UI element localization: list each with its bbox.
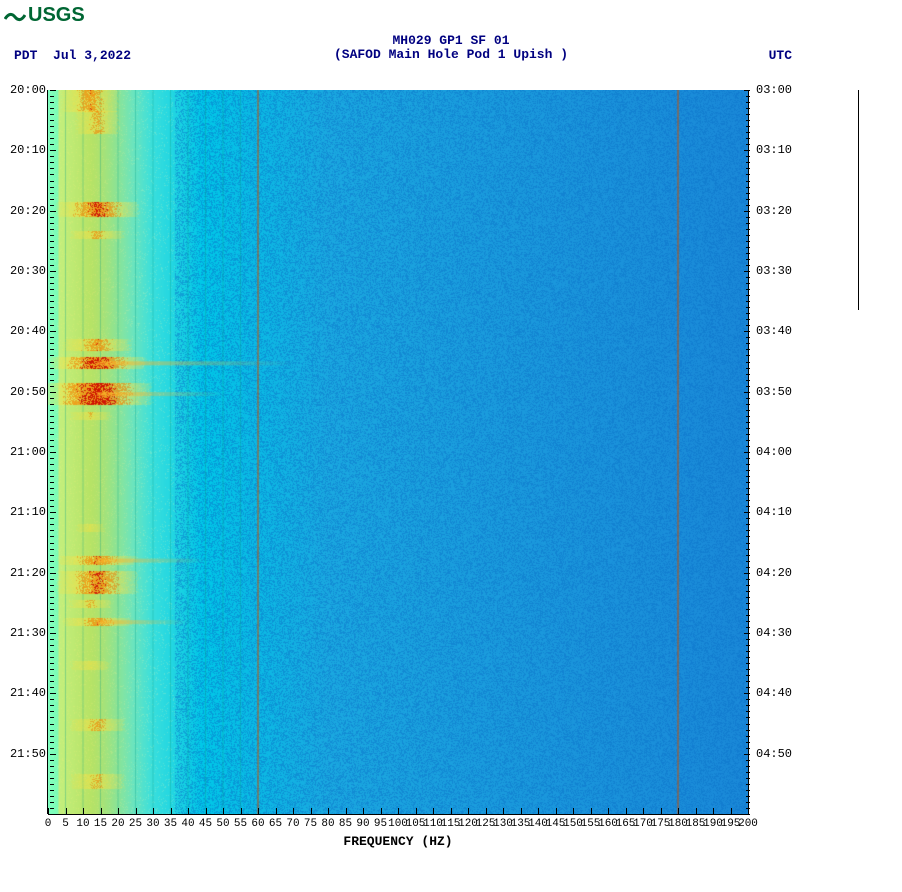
ytick-left: 20:20 <box>10 204 46 218</box>
ytick-left: 20:40 <box>10 324 46 338</box>
usgs-logo: USGS <box>4 4 85 27</box>
ytick-left: 20:50 <box>10 385 46 399</box>
side-marker <box>858 90 859 310</box>
xtick: 45 <box>199 818 212 830</box>
spectrogram-canvas <box>48 90 748 814</box>
xtick: 25 <box>129 818 142 830</box>
xtick: 55 <box>234 818 247 830</box>
ytick-right: 04:20 <box>756 566 792 580</box>
ytick-left: 21:10 <box>10 505 46 519</box>
ytick-right: 03:40 <box>756 324 792 338</box>
ytick-left: 21:20 <box>10 566 46 580</box>
xtick: 95 <box>374 818 387 830</box>
y-axis-right: 03:0003:1003:2003:3003:4003:5004:0004:10… <box>752 90 802 814</box>
xtick: 200 <box>738 818 758 830</box>
ytick-right: 04:40 <box>756 686 792 700</box>
ytick-right: 03:00 <box>756 83 792 97</box>
ytick-right: 03:10 <box>756 143 792 157</box>
timezone-left: PDT Jul 3,2022 <box>14 48 131 63</box>
timezone-right: UTC <box>769 48 792 63</box>
ytick-right: 04:10 <box>756 505 792 519</box>
ytick-right: 03:30 <box>756 264 792 278</box>
x-axis-label: FREQUENCY (HZ) <box>48 834 748 849</box>
ytick-right: 04:00 <box>756 445 792 459</box>
xtick: 10 <box>76 818 89 830</box>
xtick: 50 <box>216 818 229 830</box>
ytick-left: 21:30 <box>10 626 46 640</box>
xtick: 60 <box>251 818 264 830</box>
y-axis-left: 20:0020:1020:2020:3020:4020:5021:0021:10… <box>8 90 48 814</box>
ytick-left: 21:00 <box>10 445 46 459</box>
xtick: 75 <box>304 818 317 830</box>
spectrogram-plot <box>48 90 748 814</box>
xtick: 85 <box>339 818 352 830</box>
ytick-left: 20:10 <box>10 143 46 157</box>
xtick: 35 <box>164 818 177 830</box>
xtick: 0 <box>45 818 52 830</box>
xtick: 30 <box>146 818 159 830</box>
ytick-left: 20:00 <box>10 83 46 97</box>
xtick: 20 <box>111 818 124 830</box>
chart-title-2: (SAFOD Main Hole Pod 1 Upish ) <box>0 48 902 62</box>
ytick-right: 04:30 <box>756 626 792 640</box>
xtick: 40 <box>181 818 194 830</box>
logo-text: USGS <box>28 4 85 27</box>
xtick: 5 <box>62 818 69 830</box>
ytick-left: 21:50 <box>10 747 46 761</box>
xtick: 80 <box>321 818 334 830</box>
ytick-left: 21:40 <box>10 686 46 700</box>
xtick: 15 <box>94 818 107 830</box>
xtick: 90 <box>356 818 369 830</box>
chart-title-1: MH029 GP1 SF 01 <box>0 34 902 48</box>
ytick-right: 03:20 <box>756 204 792 218</box>
chart-header: MH029 GP1 SF 01 (SAFOD Main Hole Pod 1 U… <box>0 34 902 62</box>
ytick-right: 04:50 <box>756 747 792 761</box>
xtick: 65 <box>269 818 282 830</box>
ytick-left: 20:30 <box>10 264 46 278</box>
ytick-right: 03:50 <box>756 385 792 399</box>
xtick: 70 <box>286 818 299 830</box>
